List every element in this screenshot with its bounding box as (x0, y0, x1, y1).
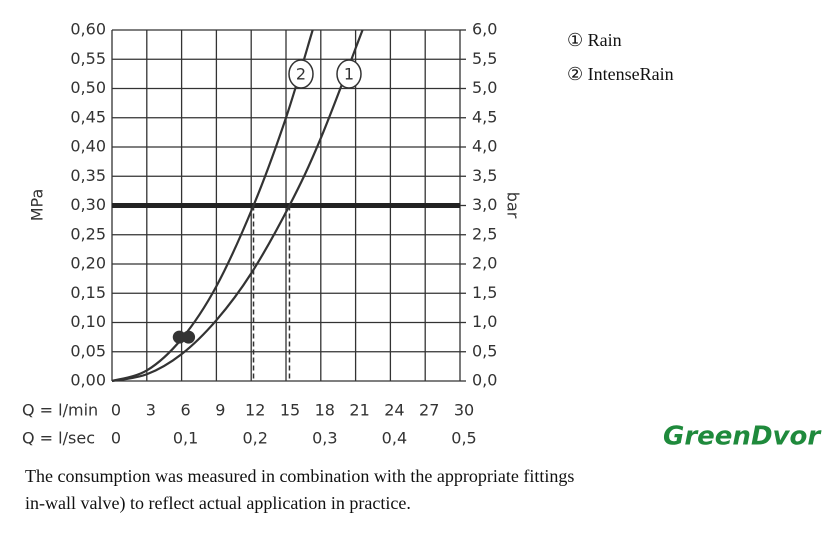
x-tick-label: 12 (245, 401, 265, 420)
y-tick-label: 0,05 (70, 341, 106, 360)
x2-axis-label: Q = l/sec (22, 429, 95, 448)
y2-tick-label: 4,0 (472, 137, 497, 156)
x-tick-label: 30 (454, 401, 474, 420)
y2-tick-label: 1,5 (472, 283, 497, 302)
x2-tick-label: 0 (111, 429, 121, 448)
y-tick-label: 0,40 (70, 137, 106, 156)
watermark: GreenDvor (663, 422, 822, 452)
x-tick-label: 27 (419, 401, 439, 420)
legend-label: IntenseRain (588, 64, 674, 84)
x-tick-label: 6 (181, 401, 191, 420)
legend-label: Rain (588, 30, 622, 50)
x2-tick-label: 0,3 (312, 429, 337, 448)
y-tick-label: 0,00 (70, 371, 106, 390)
x-tick-label: 3 (146, 401, 156, 420)
x-tick-label: 18 (315, 401, 335, 420)
y-tick-label: 0,15 (70, 283, 106, 302)
y-axis-label: MPa (28, 189, 47, 222)
curve-label: 1 (344, 65, 354, 84)
y2-axis-label: bar (504, 192, 523, 219)
y2-tick-label: 1,0 (472, 312, 497, 331)
x-axis-label: Q = l/min (22, 401, 98, 420)
y2-tick-label: 5,5 (472, 49, 497, 68)
footnote: in-wall valve) to reflect actual applica… (25, 493, 411, 514)
y2-tick-label: 0,5 (472, 341, 497, 360)
y2-tick-label: 5,0 (472, 78, 497, 97)
y-tick-label: 0,55 (70, 49, 106, 68)
x2-tick-label: 0,2 (242, 429, 267, 448)
y-tick-label: 0,30 (70, 195, 106, 214)
y2-tick-label: 2,0 (472, 254, 497, 273)
legend-entry: ② IntenseRain (567, 64, 674, 84)
y2-tick-label: 2,5 (472, 224, 497, 243)
y-tick-label: 0,10 (70, 312, 106, 331)
x2-tick-label: 0,1 (173, 429, 198, 448)
legend-symbol: ② (567, 64, 583, 84)
legend-entry: ① Rain (567, 30, 622, 50)
curve (111, 29, 364, 383)
x2-tick-label: 0,5 (451, 429, 476, 448)
y2-tick-label: 3,0 (472, 195, 497, 214)
operating-point (172, 330, 186, 344)
curve (111, 29, 314, 383)
x2-tick-label: 0,4 (382, 429, 407, 448)
curve-label: 2 (296, 65, 306, 84)
operating-point (182, 330, 196, 344)
y2-tick-label: 6,0 (472, 20, 497, 39)
y-tick-label: 0,45 (70, 107, 106, 126)
y-tick-label: 0,60 (70, 20, 106, 39)
y2-tick-label: 4,5 (472, 107, 497, 126)
x-tick-label: 0 (111, 401, 121, 420)
y-tick-label: 0,35 (70, 166, 106, 185)
x-tick-label: 24 (384, 401, 404, 420)
y-tick-label: 0,20 (70, 254, 106, 273)
y-tick-label: 0,50 (70, 78, 106, 97)
y-tick-label: 0,25 (70, 224, 106, 243)
y2-tick-label: 0,0 (472, 371, 497, 390)
x-tick-label: 9 (215, 401, 225, 420)
x-tick-label: 15 (280, 401, 300, 420)
footnote: The consumption was measured in combinat… (25, 466, 574, 486)
x-tick-label: 21 (349, 401, 369, 420)
curve-label-circle (288, 59, 314, 89)
legend-symbol: ① (567, 30, 583, 50)
curve-label-circle (336, 59, 362, 89)
y2-tick-label: 3,5 (472, 166, 497, 185)
